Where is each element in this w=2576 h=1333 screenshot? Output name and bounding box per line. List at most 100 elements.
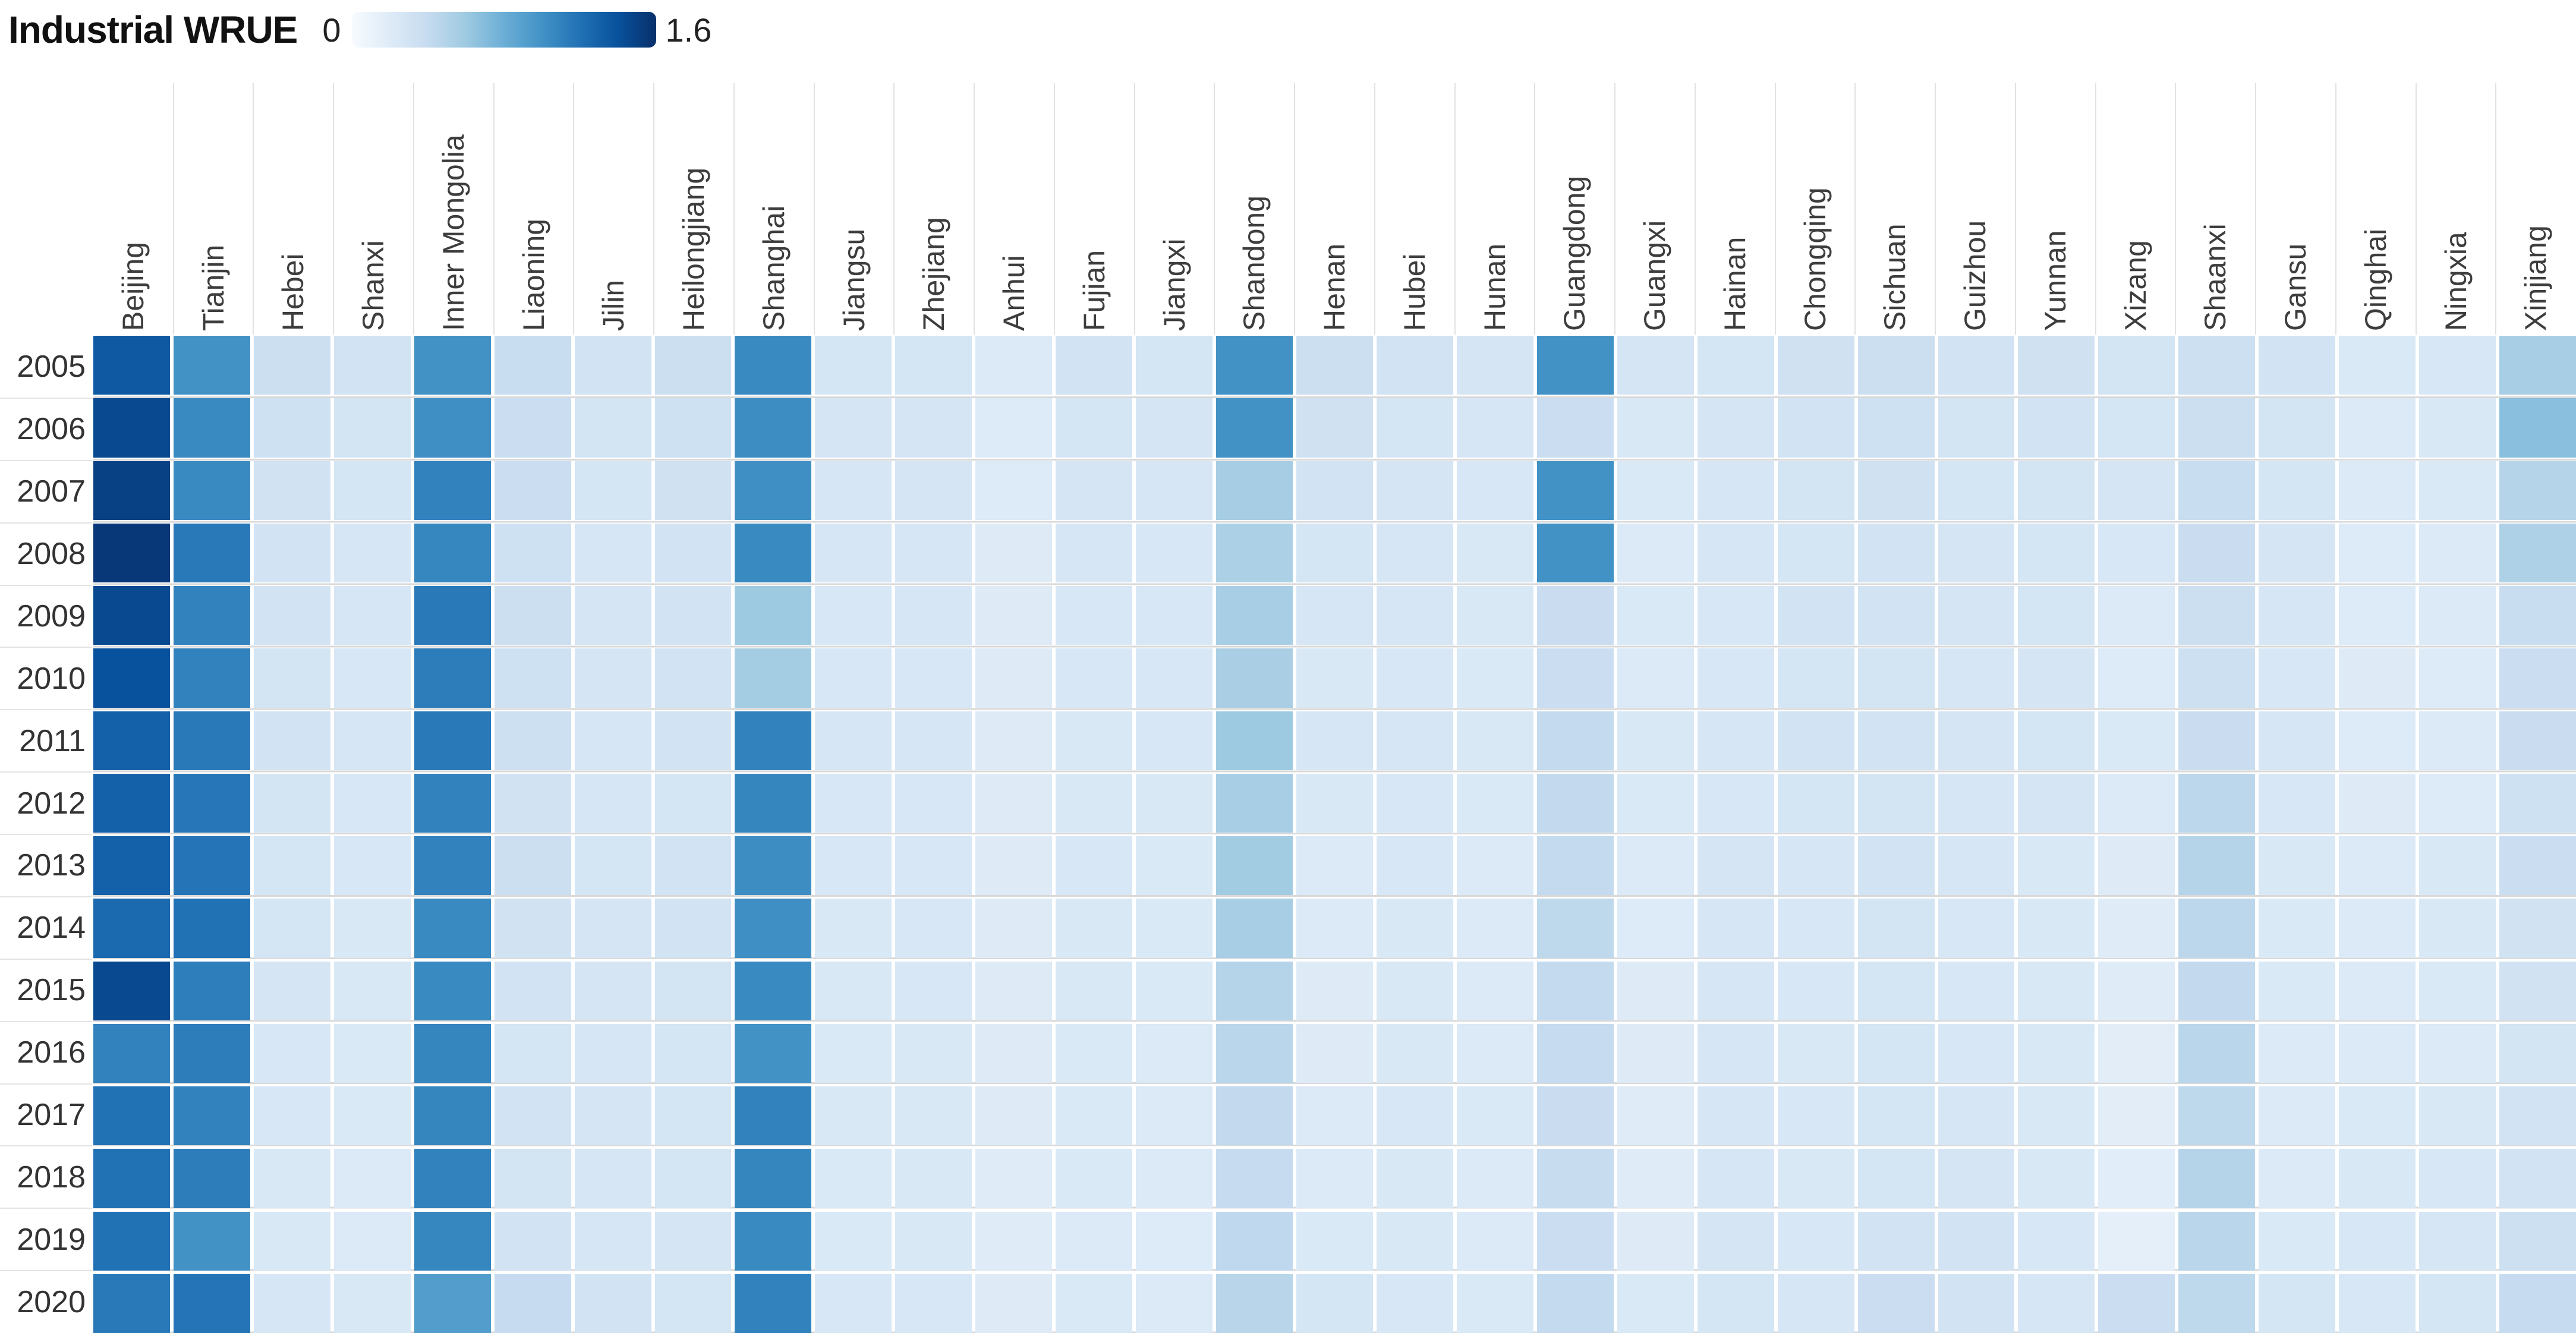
heatmap-cell-2005-shanxi (333, 336, 411, 395)
heatmap-cell-2018-guangxi (1617, 1149, 1694, 1208)
column-header-axis: Beijing Tianjin Hebei Shanxi Inner Mongolia L… (93, 83, 2576, 335)
heatmap-cell-2006-shanxi (333, 398, 411, 458)
colorbar-max-label: 1.6 (665, 11, 712, 49)
heatmap-cell-2020-henan (1296, 1274, 1373, 1333)
heatmap-cell-2019-hebei (253, 1211, 330, 1271)
heatmap-cell-2013-gansu (2259, 836, 2336, 896)
heatmap-cell-2013-jiangsu (815, 836, 892, 896)
heatmap-cell-2006-hunan (1456, 398, 1533, 458)
heatmap-cell-2010-guangdong (1536, 648, 1614, 708)
heatmap-cell-2015-shanxi (333, 961, 411, 1020)
gutter-gridline (0, 647, 92, 648)
heatmap-cell-2010-shandong (1216, 648, 1293, 708)
heatmap-cell-2015-sichuan (1857, 961, 1935, 1020)
heatmap-cell-2006-ningxia (2419, 398, 2496, 458)
heatmap-cell-2005-xinjiang (2499, 336, 2576, 395)
header-gridline (1935, 83, 1936, 335)
heatmap-cell-2013-guizhou (1938, 836, 2015, 896)
column-label-zhejiang: Zhejiang (917, 217, 951, 331)
heatmap-cell-2014-jiangsu (815, 899, 892, 958)
heatmap-cell-2009-hunan (1456, 586, 1533, 645)
heatmap-cell-2006-hubei (1376, 398, 1453, 458)
heatmap-cell-2008-henan (1296, 523, 1373, 582)
heatmap-cell-2019-anhui (975, 1211, 1053, 1271)
header-gridline (2095, 83, 2096, 335)
heatmap-cell-2018-zhejiang (895, 1149, 972, 1208)
heatmap-cell-2013-xinjiang (2499, 836, 2576, 896)
header-gridline (1694, 83, 1696, 335)
heatmap-cell-2020-ningxia (2419, 1274, 2496, 1333)
column-label-gansu: Gansu (2279, 243, 2313, 331)
heatmap-cell-2020-gansu (2259, 1274, 2336, 1333)
heatmap-cell-2014-chongqing (1777, 899, 1854, 958)
heatmap-cell-2013-chongqing (1777, 836, 1854, 896)
column-label-jiangxi: Jiangxi (1157, 238, 1191, 331)
heatmap-cell-2017-heilongjiang (654, 1086, 732, 1146)
heatmap-cell-2019-yunnan (2018, 1211, 2095, 1271)
heatmap-cell-2019-tianjin (173, 1211, 250, 1271)
heatmap-cell-2008-xinjiang (2499, 523, 2576, 582)
heatmap-cell-2008-jiangsu (815, 523, 892, 582)
heatmap-cell-2017-shandong (1216, 1086, 1293, 1146)
heatmap-cell-2019-fujian (1056, 1211, 1133, 1271)
heatmap-cell-2012-qinghai (2339, 773, 2416, 833)
column-label-hubei: Hubei (1397, 253, 1431, 331)
heatmap-cell-2011-jiangsu (815, 711, 892, 770)
heatmap-cell-2018-sichuan (1857, 1149, 1935, 1208)
heatmap-cell-2005-guangxi (1617, 336, 1694, 395)
heatmap-cell-2010-hubei (1376, 648, 1453, 708)
header-gridline (1053, 83, 1055, 335)
heatmap-cell-2018-xizang (2098, 1149, 2175, 1208)
row-label-2012: 2012 (17, 786, 86, 821)
heatmap-cell-2010-qinghai (2339, 648, 2416, 708)
heatmap-cell-2016-zhejiang (895, 1023, 972, 1083)
heatmap-cell-2020-xizang (2098, 1274, 2175, 1333)
heatmap-cell-2008-hebei (253, 523, 330, 582)
heatmap-cell-2005-shaanxi (2178, 336, 2256, 395)
heatmap-cell-2016-shandong (1216, 1023, 1293, 1083)
heatmap-cell-2019-beijing (93, 1211, 170, 1271)
heatmap-cell-2017-chongqing (1777, 1086, 1854, 1146)
heatmap-cell-2014-xinjiang (2499, 899, 2576, 958)
heatmap-cell-2010-zhejiang (895, 648, 972, 708)
heatmap-cell-2012-yunnan (2018, 773, 2095, 833)
column-label-heilongjiang: Heilongjiang (677, 167, 711, 331)
heatmap-cell-2009-hebei (253, 586, 330, 645)
gutter-gridline (0, 1145, 92, 1147)
heatmap-cell-2013-heilongjiang (654, 836, 732, 896)
heatmap-cell-2008-shanxi (333, 523, 411, 582)
heatmap-cell-2017-hainan (1697, 1086, 1774, 1146)
heatmap-cell-2016-hubei (1376, 1023, 1453, 1083)
heatmap-cell-2016-fujian (1056, 1023, 1133, 1083)
heatmap-cell-2005-henan (1296, 336, 1373, 395)
heatmap-cell-2012-ningxia (2419, 773, 2496, 833)
heatmap-cell-2005-heilongjiang (654, 336, 732, 395)
heatmap-cell-2020-jiangxi (1136, 1274, 1213, 1333)
column-label-hainan: Hainan (1718, 237, 1752, 331)
heatmap-cell-2013-shanxi (333, 836, 411, 896)
heatmap-cell-2009-liaoning (494, 586, 571, 645)
heatmap-cell-2007-heilongjiang (654, 461, 732, 520)
heatmap-cell-2020-shaanxi (2178, 1274, 2256, 1333)
heatmap-cell-2009-guangdong (1536, 586, 1614, 645)
column-label-guangdong: Guangdong (1558, 175, 1592, 331)
heatmap-cell-2019-gansu (2259, 1211, 2336, 1271)
heatmap-cell-2009-sichuan (1857, 586, 1935, 645)
heatmap-cell-2008-jilin (574, 523, 651, 582)
heatmap-cell-2011-beijing (93, 711, 170, 770)
header-gridline (733, 83, 735, 335)
heatmap-cell-2006-xinjiang (2499, 398, 2576, 458)
row-label-2011: 2011 (19, 723, 86, 758)
heatmap-cell-2009-shaanxi (2178, 586, 2256, 645)
heatmap-cell-2013-beijing (93, 836, 170, 896)
heatmap-cell-2007-guangdong (1536, 461, 1614, 520)
heatmap-cell-2007-gansu (2259, 461, 2336, 520)
header-gridline (1214, 83, 1215, 335)
heatmap-cell-2014-hebei (253, 899, 330, 958)
heatmap-cell-2009-anhui (975, 586, 1053, 645)
heatmap-cell-2020-qinghai (2339, 1274, 2416, 1333)
row-label-2019: 2019 (17, 1222, 86, 1257)
row-label-2013: 2013 (17, 848, 86, 883)
heatmap-cell-2019-sichuan (1857, 1211, 1935, 1271)
heatmap-cell-2020-fujian (1056, 1274, 1133, 1333)
